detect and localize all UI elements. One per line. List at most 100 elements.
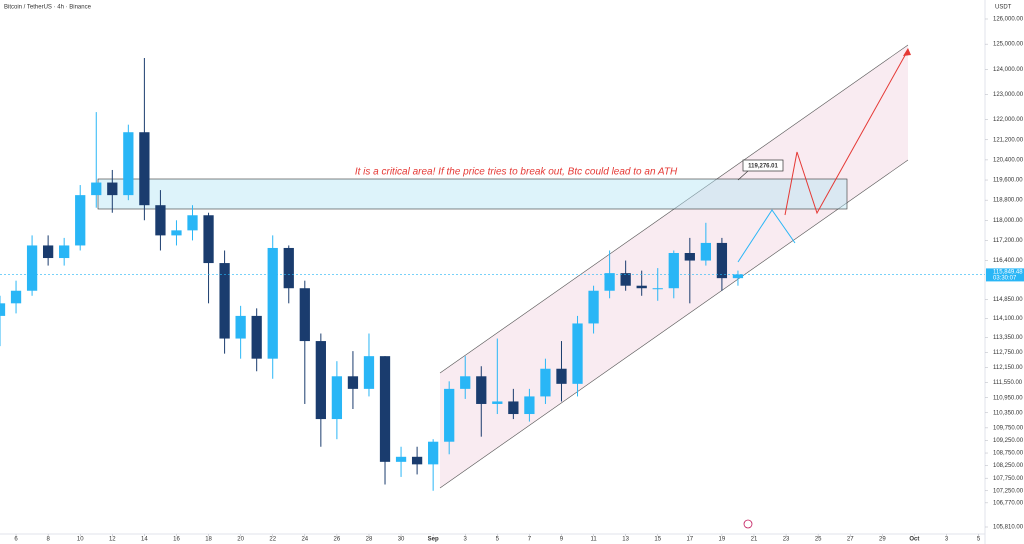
candle-body — [347, 376, 359, 389]
candle-body — [588, 290, 599, 324]
x-tick-label: 10 — [77, 537, 84, 543]
y-tick-label: 109,750.00 — [993, 425, 1024, 431]
candle-body — [636, 285, 647, 289]
candle-body — [684, 252, 695, 261]
candle-body — [251, 315, 262, 359]
price-label-box — [742, 159, 784, 172]
y-axis-label: USDT — [995, 5, 1012, 11]
arrow-head — [903, 48, 911, 56]
y-tick-label: 112,750.00 — [993, 350, 1023, 356]
y-tick-label: 120,400.00 — [993, 157, 1024, 163]
candle-body — [59, 245, 70, 259]
y-tick-label: 108,750.00 — [993, 451, 1024, 457]
x-tick-label: 25 — [815, 537, 822, 543]
candle-body — [203, 215, 214, 264]
candle-body — [732, 274, 744, 279]
candle-body — [428, 441, 439, 465]
x-tick-label: 13 — [622, 537, 629, 543]
x-tick-label: Oct — [909, 537, 919, 543]
x-tick-label: 29 — [879, 537, 886, 543]
y-tick-label: 122,000.00 — [993, 117, 1024, 123]
event-icon[interactable] — [743, 519, 753, 529]
candle-body — [91, 182, 102, 196]
candle-body — [395, 456, 407, 462]
resistance-zone — [97, 178, 848, 210]
x-tick-label: 14 — [141, 537, 148, 543]
candle-body — [283, 247, 294, 289]
candle-body — [700, 242, 711, 261]
y-tick-label: 126,000.00 — [993, 17, 1024, 23]
y-tick-label: 106,770.00 — [993, 500, 1024, 506]
candle-body — [540, 368, 551, 397]
candle-body — [620, 273, 631, 286]
y-tick-label: 125,000.00 — [993, 42, 1024, 48]
chart-title: Bitcoin / TetherUS · 4h · Binance — [4, 5, 92, 11]
candle-body — [10, 290, 22, 304]
x-tick-label: 20 — [237, 537, 244, 543]
candle-body — [123, 132, 134, 196]
candle-body — [331, 376, 343, 420]
y-tick-label: 111,550.00 — [993, 380, 1023, 386]
candle-body — [363, 356, 375, 389]
x-tick-label: 12 — [109, 537, 116, 543]
x-tick-label: 9 — [560, 537, 564, 543]
y-tick-label: 118,000.00 — [993, 218, 1023, 224]
candle-body — [524, 396, 535, 415]
candle-body — [315, 341, 326, 420]
candle-body — [171, 230, 182, 236]
candle-body — [572, 323, 583, 384]
x-tick-label: 26 — [334, 537, 341, 543]
candle-body — [652, 288, 663, 290]
candle-body — [444, 388, 455, 442]
candle-body — [716, 242, 728, 279]
x-tick-label: 24 — [301, 537, 308, 543]
y-tick-label: 119,600.00 — [993, 178, 1023, 184]
candle-body — [508, 401, 519, 415]
label-pointer — [737, 170, 749, 181]
y-tick-label: 113,350.00 — [993, 335, 1023, 341]
x-tick-label: 8 — [46, 537, 50, 543]
x-tick-label: 17 — [686, 537, 693, 543]
candle-body — [139, 132, 150, 206]
x-tick-label: 3 — [464, 537, 468, 543]
x-tick-label: 15 — [654, 537, 661, 543]
candle-body — [187, 215, 198, 231]
y-tick-label: 109,250.00 — [993, 438, 1024, 444]
x-tick-label: 23 — [783, 537, 790, 543]
x-tick-label: 7 — [528, 537, 532, 543]
candle-body — [75, 195, 86, 246]
price-label: 119,276.01 — [748, 164, 778, 170]
y-tick-label: 112,150.00 — [993, 365, 1023, 371]
candle-body — [219, 263, 230, 339]
candle-body — [556, 368, 567, 384]
x-tick-label: 11 — [590, 537, 597, 543]
y-tick-label: 105,810.00 — [993, 525, 1024, 531]
candle-body — [379, 356, 391, 462]
x-tick-label: 21 — [751, 537, 758, 543]
candle-body — [42, 245, 54, 259]
y-tick-label: 118,800.00 — [993, 198, 1023, 204]
x-tick-label: Sep — [428, 537, 439, 543]
y-tick-label: 114,850.00 — [993, 297, 1023, 303]
candle-body — [299, 288, 310, 342]
y-tick-label: 124,000.00 — [993, 67, 1024, 73]
y-tick-label: 117,200.00 — [993, 238, 1023, 244]
candle-body — [267, 247, 278, 359]
last-price-box — [986, 268, 1024, 282]
y-tick-label: 114,100.00 — [993, 316, 1023, 322]
annotation: It is a critical area! If the price trie… — [355, 167, 678, 178]
y-tick-label: 123,000.00 — [993, 92, 1024, 98]
candle-body — [235, 315, 246, 339]
x-tick-label: 30 — [398, 537, 405, 543]
y-tick-label: 110,350.00 — [993, 410, 1023, 416]
candle-body — [492, 401, 503, 404]
last-price-label: 115,849.48 — [993, 269, 1023, 275]
y-tick-label: 116,400.00 — [993, 258, 1023, 264]
x-tick-label: 3 — [945, 537, 949, 543]
x-tick-label: 28 — [366, 537, 373, 543]
y-tick-label: 107,750.00 — [993, 476, 1024, 482]
projection-red — [784, 49, 909, 216]
x-tick-label: 19 — [719, 537, 726, 543]
